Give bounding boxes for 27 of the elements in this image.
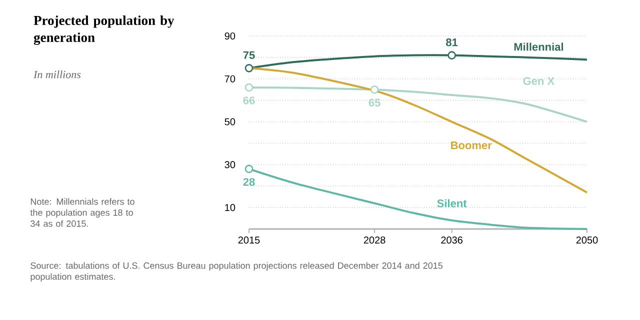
point: [448, 51, 456, 60]
data-label: 28: [243, 178, 255, 186]
y-tick-label: 90: [224, 32, 236, 40]
series-label: Gen X: [523, 77, 554, 85]
data-label: 81: [446, 38, 458, 46]
y-tick-label: 70: [224, 75, 236, 82]
data-label: 66: [243, 96, 255, 104]
series-label: Millennial: [514, 42, 563, 51]
text: Projected population by generation: [34, 16, 174, 45]
point: [244, 83, 254, 92]
point: [244, 64, 254, 72]
y-tick-label: 30: [224, 161, 236, 168]
x-tick-label: 2036: [441, 236, 462, 244]
x-tick-label: 2015: [238, 236, 260, 244]
series-label: Silent: [437, 199, 467, 208]
x-tick-label: 2028: [364, 236, 386, 244]
point: [370, 85, 379, 94]
text: In millions: [33, 70, 81, 78]
y-tick-label: 50: [224, 118, 236, 126]
text: Note: Millennials refers to the population ages 18 to 34 as of 2015.: [30, 198, 134, 227]
source-note: Source: tabulations of U.S. Census Bureau population projections released December 2014 and 2015 population estimates.: [30, 262, 442, 282]
x-tick-label: 2050: [576, 236, 598, 244]
series-label: Boomer: [451, 142, 492, 150]
point: [244, 164, 254, 174]
y-tick-label: 10: [225, 204, 236, 212]
data-label: 65: [368, 98, 380, 107]
data-label: 75: [243, 51, 255, 60]
